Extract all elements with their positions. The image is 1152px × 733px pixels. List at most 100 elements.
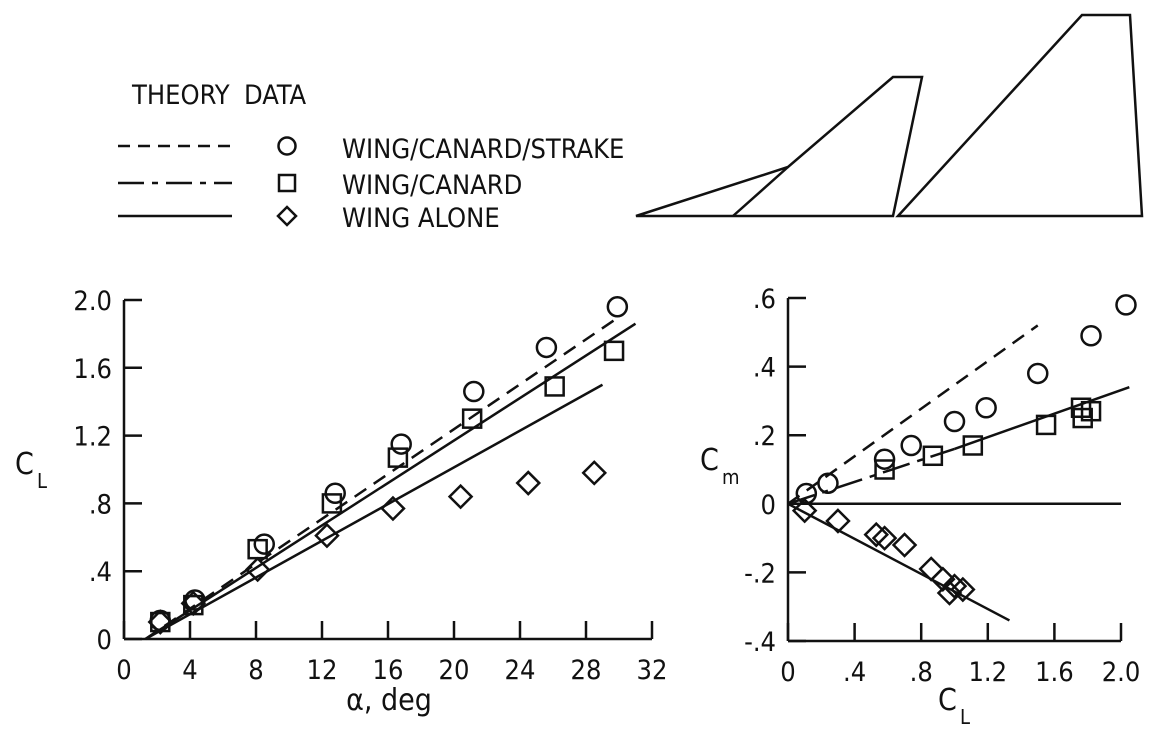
cm-cl-theory-line — [787, 502, 1011, 622]
cm-cl-x-tick-label: .8 — [910, 657, 933, 688]
cm-cl-point-square — [1035, 414, 1057, 436]
cm-cl-point-diamond — [936, 580, 963, 606]
cm-cl-point-circle — [900, 434, 922, 457]
cl-alpha-x-label: α, deg — [346, 683, 432, 718]
cm-cl-point-circle — [975, 397, 997, 419]
cl-alpha-point-circle — [390, 433, 412, 455]
cl-alpha-point-circle — [535, 336, 558, 359]
cl-alpha-y-tick-label: 1.2 — [73, 422, 112, 453]
cl-alpha-point-diamond — [515, 470, 542, 496]
cm-cl-point-square — [922, 445, 944, 467]
cl-alpha-point-square — [321, 493, 343, 514]
cm-cl-x-tick-label: 2.0 — [1102, 657, 1141, 688]
cm-cl-x-tick-label: 0 — [780, 657, 795, 688]
cl-alpha-x-tick-label: 32 — [637, 655, 668, 686]
cl-alpha-x-tick-label: 24 — [505, 655, 536, 686]
legend-square-icon — [277, 173, 297, 193]
cl-alpha-theory-lines — [144, 315, 637, 641]
cl-alpha-point-diamond — [447, 483, 474, 510]
cm-cl-x-label-sub: L — [960, 705, 970, 729]
legend-diamond-icon — [276, 205, 298, 227]
cm-cl-x-tick-label: .4 — [843, 657, 866, 688]
cl-alpha-x-tick-label: 28 — [571, 655, 602, 686]
cm-cl-point-diamond — [891, 532, 918, 558]
cm-cl-theory-line — [787, 324, 1039, 505]
cm-cl-y-label-sub: m — [722, 465, 740, 489]
cm-cl-point-circle — [943, 410, 966, 433]
cl-alpha-point-square — [544, 376, 565, 397]
legend: THEORY DATA WING/CANARD/STRAKE WING/CANA… — [118, 80, 624, 234]
planform-sketches — [635, 13, 1144, 218]
wing-strake-planform-icon — [635, 75, 924, 218]
cl-alpha-axes — [122, 300, 652, 641]
cm-cl-point-diamond — [941, 573, 968, 599]
cl-alpha-point-diamond — [581, 460, 608, 486]
cl-alpha-point-diamond — [314, 522, 340, 549]
legend-entry-label: WING/CANARD — [342, 170, 522, 201]
cm-cl-theory-line — [787, 447, 955, 505]
cm-cl-theory-line — [954, 386, 1130, 451]
cl-alpha-point-circle — [463, 380, 485, 403]
legend-circle-icon — [277, 136, 297, 156]
cl-alpha-point-diamond — [244, 556, 271, 583]
cm-cl-x-ticks: 0 .4 .8 1.2 1.6 2.0 — [780, 623, 1140, 688]
cl-alpha-point-square — [387, 447, 409, 468]
cl-alpha-x-tick-label: 8 — [248, 655, 263, 686]
cm-cl-y-tick-label: -.4 — [744, 627, 776, 658]
cm-cl-point-diamond — [918, 556, 944, 582]
cm-cl-data-points — [791, 294, 1137, 606]
cl-alpha-x-tick-label: 16 — [373, 655, 404, 686]
cm-cl-x-label: C — [938, 683, 957, 718]
cl-alpha-y-ticks: 0 .4 .8 1.2 1.6 2.0 — [73, 286, 142, 656]
legend-entry-label: WING ALONE — [342, 203, 500, 234]
cm-cl-point-square — [962, 435, 984, 456]
canard-planform-icon — [895, 13, 1144, 218]
cl-alpha-y-tick-label: .4 — [89, 557, 112, 588]
cl-alpha-y-tick-label: 2.0 — [73, 286, 112, 317]
cm-cl-point-diamond — [871, 525, 898, 551]
cm-cl-y-tick-label: .2 — [753, 421, 776, 452]
cm-cl-plot: 0 .4 .8 1.2 1.6 2.0 -.4 -.2 0 .2 .4 .6 C L C m — [700, 284, 1140, 729]
cl-alpha-point-circle — [606, 296, 629, 318]
legend-data-header: DATA — [244, 80, 306, 111]
cm-cl-point-circle — [817, 472, 839, 494]
cl-alpha-y-tick-label: 0 — [97, 625, 112, 656]
cm-cl-point-diamond — [863, 521, 890, 548]
cm-cl-x-tick-label: 1.6 — [1035, 657, 1074, 688]
cm-cl-point-diamond — [950, 576, 976, 603]
cl-alpha-x-tick-label: 0 — [116, 655, 131, 686]
cl-alpha-point-square — [150, 611, 171, 633]
cl-alpha-point-square — [603, 340, 625, 362]
cl-alpha-theory-line — [144, 383, 604, 641]
cm-cl-point-diamond — [825, 508, 851, 534]
cl-alpha-theory-line — [144, 315, 620, 641]
cl-alpha-x-ticks: 0 4 8 12 16 20 24 28 32 — [116, 621, 667, 686]
cl-alpha-x-tick-label: 20 — [439, 655, 470, 686]
cl-alpha-x-tick-label: 4 — [182, 655, 197, 686]
cl-alpha-point-diamond — [180, 590, 207, 617]
cm-cl-point-square — [874, 459, 895, 480]
cl-alpha-data-points — [147, 296, 629, 635]
cm-cl-point-circle — [873, 448, 896, 470]
cm-cl-point-circle — [1115, 294, 1137, 316]
cl-alpha-y-label-sub: L — [37, 469, 47, 493]
cm-cl-theory-lines — [787, 324, 1130, 622]
cl-alpha-point-diamond — [380, 495, 406, 522]
cl-alpha-plot: 0 4 8 12 16 20 24 28 32 0.4.81.21.62.0 α, deg C … — [15, 286, 667, 718]
cm-cl-x-tick-label: 1.2 — [968, 657, 1007, 688]
cl-alpha-point-square — [461, 408, 483, 429]
cm-cl-point-circle — [1080, 324, 1102, 347]
cl-alpha-point-diamond — [147, 609, 174, 635]
cm-cl-point-square — [1080, 400, 1102, 422]
cm-cl-y-tick-label: -.2 — [744, 558, 776, 589]
legend-entry-label: WING/CANARD/STRAKE — [342, 134, 624, 165]
cm-cl-y-tick-label: .6 — [753, 284, 776, 315]
cl-alpha-y-label: C — [15, 447, 34, 482]
cm-cl-y-tick-label: 0 — [761, 490, 776, 521]
cl-alpha-point-circle — [253, 533, 275, 555]
cm-cl-axes — [786, 298, 1121, 643]
cl-alpha-x-tick-label: 12 — [307, 655, 338, 686]
cm-cl-y-tick-label: .4 — [753, 353, 776, 384]
cl-alpha-theory-line — [144, 322, 637, 641]
